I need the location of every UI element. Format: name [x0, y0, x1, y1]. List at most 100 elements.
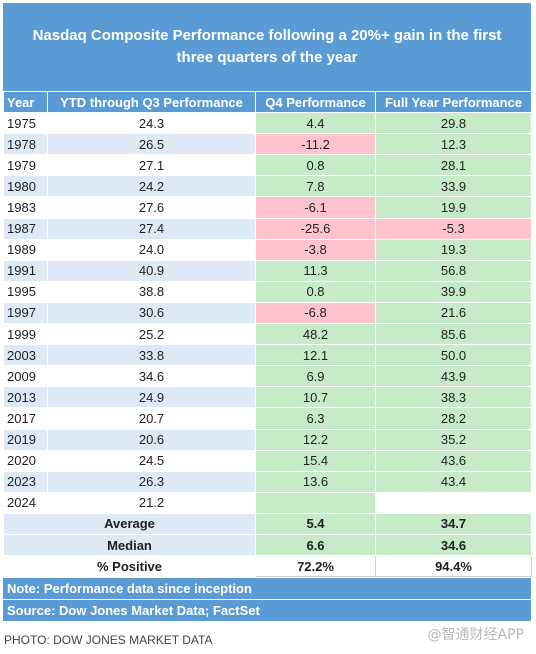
row-full-year-cell: 19.3: [375, 238, 532, 261]
table-row: 1989 24.0 -3.8 19.3: [3, 238, 532, 261]
summary-full-year-value: 34.6: [375, 533, 532, 557]
table-row: 2023 26.3 13.6 43.4: [3, 470, 532, 493]
row-ytd-q3-cell: 24.2: [47, 175, 256, 198]
row-ytd-q3-cell: 24.9: [47, 386, 256, 409]
table-row: 2009 34.6 6.9 43.9: [3, 365, 532, 388]
row-full-year-cell: 28.1: [375, 154, 532, 177]
table-row: 1980 24.2 7.8 33.9: [3, 175, 532, 198]
note-text: Note: Performance data since inception: [3, 577, 531, 600]
row-ytd-q3-cell: 30.6: [47, 301, 256, 325]
summary-row-average: Average 5.4 34.7: [3, 512, 532, 535]
table-row: 1987 27.4 -25.6 -5.3: [3, 217, 532, 240]
row-year-cell: 2023: [3, 470, 48, 493]
summary-label: Median: [3, 533, 256, 557]
row-full-year-cell: 12.3: [375, 133, 532, 156]
table-body: 1975 24.3 4.4 29.8 1978 26.5 -11.2 12.3 1979 27.1…: [3, 112, 532, 578]
row-ytd-q3-cell: 40.9: [47, 259, 256, 282]
table-row: 1983 27.6 -6.1 19.9: [3, 196, 532, 219]
column-header-year: Year: [3, 90, 48, 114]
table-row: 1999 25.2 48.2 85.6: [3, 323, 532, 346]
row-full-year-cell: 43.9: [375, 365, 532, 388]
row-year-cell: 2003: [3, 344, 48, 367]
row-ytd-q3-cell: 24.5: [47, 449, 256, 472]
row-ytd-q3-cell: 26.5: [47, 133, 256, 156]
row-year-cell: 1987: [3, 217, 48, 240]
row-full-year-cell: 28.2: [375, 407, 532, 430]
row-ytd-q3-cell: 27.6: [47, 196, 256, 219]
row-q4-cell: 0.8: [255, 154, 376, 177]
row-year-cell: 2017: [3, 407, 48, 430]
row-full-year-cell: 29.8: [375, 112, 532, 135]
row-year-cell: 1995: [3, 280, 48, 303]
row-q4-cell: [255, 491, 376, 514]
table-row: 1997 30.6 -6.8 21.6: [3, 301, 532, 325]
header-row: Year YTD through Q3 Performance Q4 Perfo…: [3, 90, 532, 114]
row-ytd-q3-cell: 27.4: [47, 217, 256, 240]
summary-q4-value: 72.2%: [255, 555, 376, 578]
row-full-year-cell: 56.8: [375, 259, 532, 282]
row-full-year-cell: 85.6: [375, 323, 532, 346]
row-full-year-cell: 19.9: [375, 196, 532, 219]
row-year-cell: 1997: [3, 301, 48, 325]
row-ytd-q3-cell: 20.6: [47, 428, 256, 451]
column-header-ytd: YTD through Q3 Performance: [47, 90, 256, 114]
summary-full-year-value: 34.7: [375, 512, 532, 535]
row-full-year-cell: 33.9: [375, 175, 532, 198]
watermark-text: @智通财经APP: [427, 627, 524, 643]
row-ytd-q3-cell: 25.2: [47, 323, 256, 346]
row-q4-cell: 10.7: [255, 386, 376, 409]
row-year-cell: 2019: [3, 428, 48, 451]
row-year-cell: 2013: [3, 386, 48, 409]
table-row: 1978 26.5 -11.2 12.3: [3, 133, 532, 156]
row-full-year-cell: 38.3: [375, 386, 532, 409]
row-ytd-q3-cell: 33.8: [47, 344, 256, 367]
row-ytd-q3-cell: 21.2: [47, 491, 256, 514]
row-ytd-q3-cell: 27.1: [47, 154, 256, 177]
row-full-year-cell: -5.3: [375, 217, 532, 240]
row-q4-cell: 12.1: [255, 344, 376, 367]
row-ytd-q3-cell: 26.3: [47, 470, 256, 493]
summary-row-percent-positive: % Positive 72.2% 94.4%: [3, 555, 532, 578]
column-header-q4: Q4 Performance: [255, 90, 376, 114]
row-full-year-cell: 21.6: [375, 301, 532, 325]
table-title: Nasdaq Composite Performance following a…: [3, 3, 531, 91]
summary-row-median: Median 6.6 34.6: [3, 533, 532, 557]
row-year-cell: 1989: [3, 238, 48, 261]
row-ytd-q3-cell: 24.3: [47, 112, 256, 135]
table-row: 2019 20.6 12.2 35.2: [3, 428, 532, 451]
table-row: 1979 27.1 0.8 28.1: [3, 154, 532, 177]
row-q4-cell: 6.9: [255, 365, 376, 388]
row-q4-cell: 48.2: [255, 323, 376, 346]
row-year-cell: 1975: [3, 112, 48, 135]
row-q4-cell: 6.3: [255, 407, 376, 430]
row-year-cell: 1991: [3, 259, 48, 282]
table-row: 1995 38.8 0.8 39.9: [3, 280, 532, 303]
table-row: 2017 20.7 6.3 28.2: [3, 407, 532, 430]
table-row: 2020 24.5 15.4 43.6: [3, 449, 532, 472]
summary-full-year-value: 94.4%: [375, 555, 532, 578]
row-q4-cell: -11.2: [255, 133, 376, 156]
row-ytd-q3-cell: 24.0: [47, 238, 256, 261]
performance-table: Year YTD through Q3 Performance Q4 Perfo…: [3, 90, 532, 578]
row-year-cell: 2020: [3, 449, 48, 472]
row-q4-cell: -25.6: [255, 217, 376, 240]
photo-credit: PHOTO: DOW JONES MARKET DATA: [4, 633, 213, 647]
row-year-cell: 1983: [3, 196, 48, 219]
row-year-cell: 1980: [3, 175, 48, 198]
row-year-cell: 1979: [3, 154, 48, 177]
row-full-year-cell: [375, 491, 532, 514]
row-full-year-cell: 43.4: [375, 470, 532, 493]
row-q4-cell: 4.4: [255, 112, 376, 135]
row-year-cell: 1999: [3, 323, 48, 346]
row-q4-cell: -6.1: [255, 196, 376, 219]
table-row: 1991 40.9 11.3 56.8: [3, 259, 532, 282]
summary-label: Average: [3, 512, 256, 535]
summary-q4-value: 5.4: [255, 512, 376, 535]
row-year-cell: 1978: [3, 133, 48, 156]
row-ytd-q3-cell: 38.8: [47, 280, 256, 303]
row-q4-cell: -6.8: [255, 301, 376, 325]
table-row: 2003 33.8 12.1 50.0: [3, 344, 532, 367]
summary-label: % Positive: [3, 555, 256, 578]
column-header-full-year: Full Year Performance: [375, 90, 532, 114]
table-row: 2013 24.9 10.7 38.3: [3, 386, 532, 409]
